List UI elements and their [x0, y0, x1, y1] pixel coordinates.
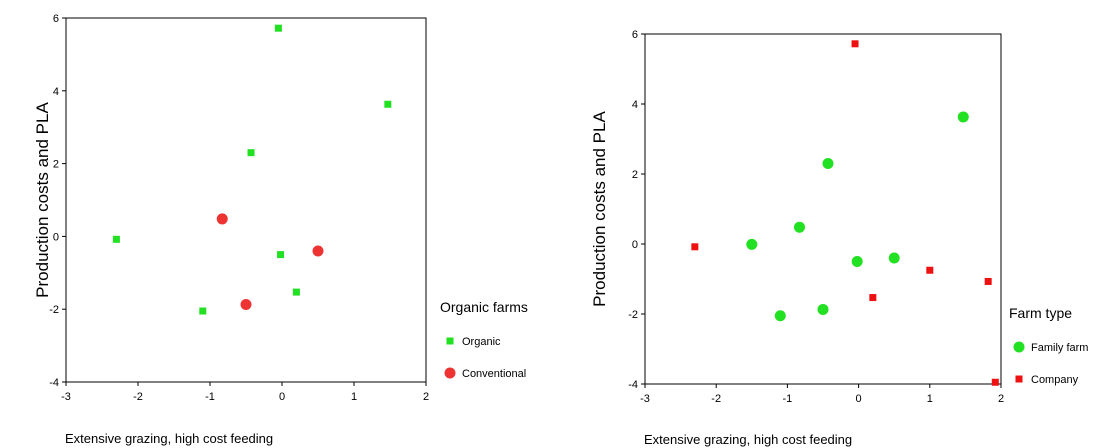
legend-title: Organic farms	[440, 299, 528, 315]
x-tick-label: 2	[423, 391, 429, 403]
x-tick-label: -1	[205, 391, 215, 403]
data-point	[277, 251, 285, 259]
data-point	[926, 266, 934, 274]
data-point	[869, 294, 877, 302]
data-point	[817, 303, 829, 315]
data-point	[888, 252, 900, 264]
legend-entry-label: Company	[1031, 374, 1079, 386]
data-point	[240, 298, 252, 310]
legend-marker	[446, 337, 454, 345]
y-tick-label: 2	[632, 169, 638, 181]
series-organic	[112, 24, 392, 315]
y-axis-label: Production costs and PLA	[33, 102, 52, 298]
x-tick-label: -3	[640, 393, 650, 405]
x-tick-label: 1	[927, 393, 933, 405]
data-point	[794, 221, 806, 233]
y-axis-label: Production costs and PLA	[590, 111, 609, 307]
legend-marker	[1015, 375, 1023, 383]
data-point	[312, 245, 324, 257]
x-tick-label: 0	[856, 393, 862, 405]
legend-entry-label: Organic	[462, 336, 501, 348]
y-tick-label: -2	[49, 304, 59, 316]
y-tick-label: 6	[53, 13, 59, 25]
x-tick-label: 2	[998, 393, 1004, 405]
data-point	[984, 277, 992, 285]
legend-marker	[444, 367, 456, 379]
y-tick-label: 6	[632, 29, 638, 41]
data-point	[292, 288, 300, 296]
plot-frame	[644, 33, 1002, 385]
data-point	[822, 158, 834, 169]
legend: Organic farms Organic Conventional	[440, 299, 528, 380]
data-point	[199, 307, 207, 315]
data-point	[112, 235, 120, 243]
legend-entry-label: Conventional	[462, 368, 526, 380]
x-axis-label: Extensive grazing, high cost feeding	[65, 431, 273, 446]
data-point	[274, 24, 282, 32]
legend-entry-label: Family farm	[1031, 342, 1088, 354]
series-conventional	[216, 213, 324, 310]
scatter-chart-1: -3 -2 -1 0 1 2 -4 -2 0 2 4 6 Extensive grazing, high…	[33, 13, 528, 446]
scatter-chart-2: -3 -2 -1 0 1 2 -4 -2 0 2 4 6 Extensive grazing, high…	[590, 29, 1088, 447]
x-axis-label: Extensive grazing, high cost feeding	[644, 432, 852, 447]
data-point	[746, 238, 758, 250]
series-family-farm	[746, 111, 969, 322]
data-point	[957, 111, 969, 123]
y-tick-label: -4	[49, 377, 59, 389]
y-tick-label: 4	[53, 86, 59, 98]
data-point	[691, 243, 699, 251]
data-point	[774, 310, 786, 322]
x-tick-label: 0	[279, 391, 285, 403]
data-point	[216, 213, 228, 225]
data-point	[247, 149, 255, 157]
data-point	[384, 100, 392, 108]
y-tick-label: 4	[632, 99, 638, 111]
legend-marker	[1013, 341, 1025, 353]
y-tick-label: -2	[628, 309, 638, 321]
data-point	[851, 40, 859, 48]
series-company	[691, 40, 999, 386]
x-tick-label: -1	[783, 393, 793, 405]
x-tick-label: 1	[351, 391, 357, 403]
x-tick-label: -2	[711, 393, 721, 405]
y-tick-label: -4	[628, 379, 638, 391]
y-tick-label: 0	[632, 239, 638, 251]
y-tick-label: 2	[53, 159, 59, 171]
legend: Farm type Family farm Company	[1009, 305, 1088, 386]
x-tick-label: -2	[133, 391, 143, 403]
x-tick-label: -3	[61, 391, 71, 403]
plot-frame	[65, 17, 427, 383]
legend-title: Farm type	[1009, 305, 1072, 321]
y-tick-label: 0	[53, 231, 59, 243]
data-point	[851, 256, 863, 267]
data-point	[991, 378, 999, 386]
